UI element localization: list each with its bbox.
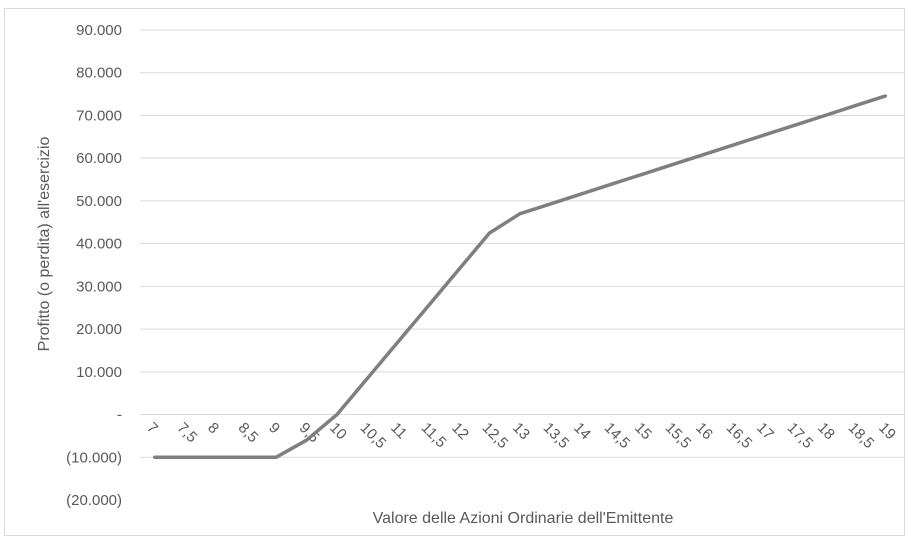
y-tick-label: 80.000 — [76, 65, 122, 82]
x-tick-label: 13,5 — [540, 419, 573, 452]
x-tick-label: 14 — [570, 419, 594, 443]
y-axis-title: Profitto (o perdita) all'esercizio — [36, 137, 53, 352]
series-group — [152, 94, 888, 460]
data-point — [579, 192, 583, 196]
x-tick-label: 16 — [692, 419, 716, 443]
data-point — [793, 124, 796, 127]
data-point — [335, 413, 339, 416]
x-tick-label: 9 — [265, 419, 283, 437]
x-tick-label: 12,5 — [479, 419, 512, 452]
x-tick-label: 10,5 — [357, 419, 390, 452]
x-tick-label: 15,5 — [662, 419, 695, 452]
y-tick-label: 70.000 — [76, 107, 122, 124]
x-tick-label: 10 — [326, 419, 350, 443]
y-tick-label: 20.000 — [76, 321, 122, 338]
data-point — [610, 183, 613, 186]
x-tick-label: 14,5 — [601, 419, 634, 452]
data-point — [396, 340, 400, 344]
data-point — [854, 104, 857, 107]
data-point — [762, 133, 766, 137]
x-tick-label: 8 — [204, 419, 222, 437]
x-tick-label: 13 — [509, 419, 533, 443]
x-tick-label: 16,5 — [723, 419, 756, 452]
data-point — [671, 163, 674, 166]
x-tick-label: 18 — [814, 419, 838, 443]
x-tick-label: 11 — [387, 419, 410, 442]
x-tick-label: 17 — [753, 419, 777, 443]
data-point — [274, 456, 278, 459]
gridlines — [140, 29, 905, 458]
x-tick-label: 17,5 — [784, 419, 817, 452]
data-point — [427, 304, 430, 307]
data-point — [701, 153, 705, 156]
x-tick-label: 8,5 — [235, 419, 262, 446]
data-point — [183, 456, 186, 459]
data-point — [549, 202, 552, 206]
x-tick-label: 18,5 — [845, 419, 878, 452]
y-tick-label: 60.000 — [76, 150, 122, 167]
y-axis-tick-labels: 90.000 80.000 70.000 60.000 50.000 40.000 30.0… — [66, 22, 122, 509]
y-tick-label: 50.000 — [76, 193, 122, 210]
data-point — [884, 94, 888, 98]
y-tick-label: (20.000) — [66, 492, 122, 509]
series-line — [154, 94, 887, 460]
x-tick-label: 7,5 — [174, 419, 201, 446]
data-point — [366, 377, 369, 380]
y-tick-label: 30.000 — [76, 278, 122, 295]
data-point — [488, 231, 491, 235]
data-point — [732, 143, 735, 147]
data-point — [152, 456, 156, 459]
data-point — [213, 456, 217, 459]
data-point — [305, 438, 308, 442]
data-point — [518, 212, 522, 215]
data-point — [457, 268, 461, 271]
y-tick-label: (10.000) — [66, 449, 122, 466]
data-point — [640, 173, 644, 176]
x-tick-label: 11,5 — [418, 419, 450, 451]
data-point — [823, 114, 827, 117]
x-tick-label: 12 — [448, 419, 472, 443]
y-tick-label: 90.000 — [76, 22, 122, 39]
y-tick-label: - — [117, 407, 122, 424]
y-tick-label: 40.000 — [76, 236, 122, 253]
x-tick-label: 15 — [631, 419, 655, 443]
x-tick-label: 7 — [143, 419, 161, 437]
x-tick-label: 19 — [875, 419, 899, 443]
x-axis-title: Valore delle Azioni Ordinarie dell'Emitt… — [373, 510, 674, 527]
x-axis-tick-labels: 7 7,5 8 8,5 9 9,5 10 10,511 11,512 12,513 13,514 14… — [143, 419, 899, 452]
data-point — [244, 456, 247, 459]
y-tick-label: 10.000 — [76, 364, 122, 381]
